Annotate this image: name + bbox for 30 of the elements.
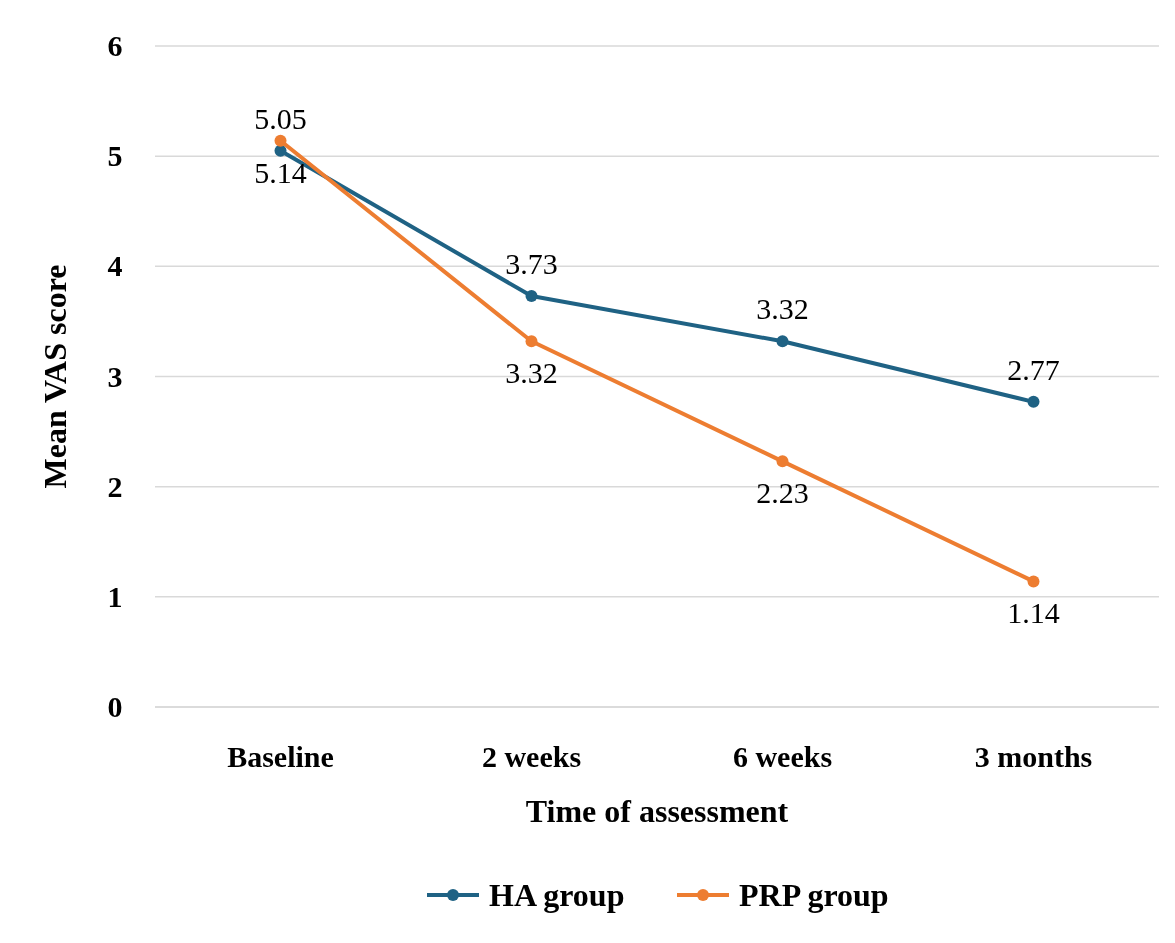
point <box>525 335 538 348</box>
y-axis-title: Mean VAS score <box>37 264 73 489</box>
x-tick-label: Baseline <box>227 740 334 773</box>
x-tick-label: 3 months <box>974 740 1093 773</box>
y-tick-label: 2 <box>107 469 123 503</box>
data-label: 3.32 <box>756 292 809 326</box>
y-tick-label: 0 <box>107 690 123 723</box>
data-label: 3.73 <box>505 247 558 281</box>
y-tick-label: 1 <box>107 579 123 613</box>
legend-label: HA group <box>489 877 625 913</box>
point <box>1027 395 1040 408</box>
data-label: 2.23 <box>756 476 809 510</box>
data-label: 5.14 <box>254 155 307 189</box>
y-tick-label: 5 <box>107 139 123 173</box>
y-tick-label: 6 <box>107 29 123 62</box>
data-label: 2.77 <box>1007 352 1060 386</box>
point <box>1027 575 1040 588</box>
x-tick-label: 6 weeks <box>732 740 833 773</box>
point <box>776 335 789 348</box>
data-label: 1.14 <box>1007 596 1060 630</box>
y-tick-label: 3 <box>107 359 123 393</box>
y-tick-label: 4 <box>107 249 123 283</box>
x-tick-label: 2 weeks <box>481 740 582 773</box>
data-label: 5.05 <box>254 101 307 135</box>
point <box>776 455 789 468</box>
data-label: 3.32 <box>505 356 558 390</box>
point <box>274 134 287 147</box>
legend-label: PRP group <box>739 877 889 913</box>
x-axis-title: Time of assessment <box>525 793 789 829</box>
point <box>525 290 538 303</box>
